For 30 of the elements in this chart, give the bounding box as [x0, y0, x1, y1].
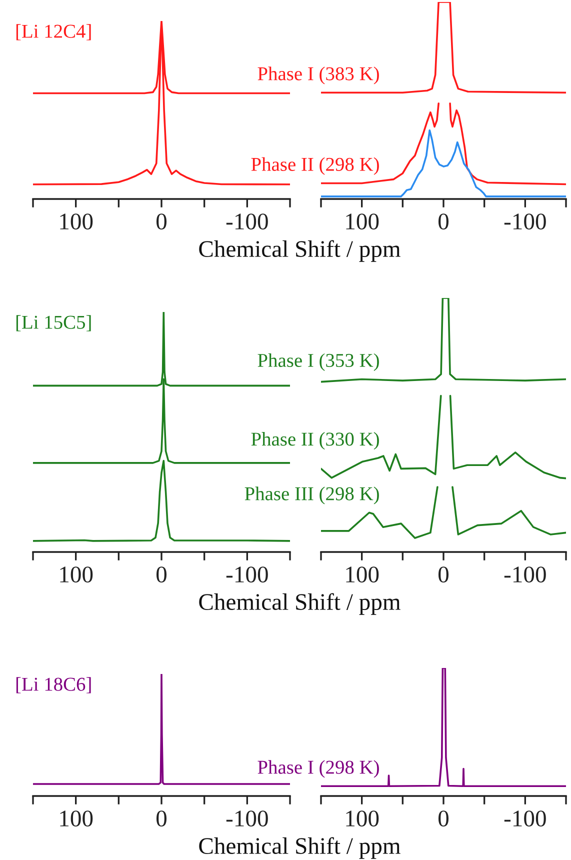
x-tick-label: -100 [504, 810, 546, 827]
series-label: Phase II (298 K) [251, 157, 379, 175]
x-tick-label: 100 [346, 566, 379, 583]
x-tick-label: -100 [504, 566, 546, 583]
x-tick-label: 0 [156, 214, 167, 230]
series-label: Phase I (353 K) [258, 353, 379, 371]
x-tick-label: 100 [60, 566, 93, 583]
x-tick-label: -100 [226, 810, 268, 827]
x-tick-label: -100 [226, 214, 268, 230]
series-label: Phase II (330 K) [251, 432, 379, 450]
x-tick-label: 0 [438, 214, 449, 230]
x-tick-label: 0 [156, 566, 167, 583]
x-tick-label: 100 [60, 810, 93, 827]
x-tick-label: 0 [438, 810, 449, 827]
chart-title: [Li 18C6] [16, 677, 91, 694]
x-tick-label: -100 [504, 214, 546, 230]
x-tick-label: 100 [346, 214, 379, 230]
x-tick-label: 0 [156, 810, 167, 827]
chart-title: [Li 12C4] [16, 24, 91, 40]
x-axis-title: Chemical Shift / ppm [199, 837, 400, 859]
x-axis-title: Chemical Shift / ppm [199, 593, 400, 615]
series-label: Phase III (298 K) [244, 486, 379, 504]
x-tick-label: -100 [226, 566, 268, 583]
x-axis-title: Chemical Shift / ppm [199, 240, 400, 262]
x-tick-label: 0 [438, 566, 449, 583]
x-tick-label: 100 [346, 810, 379, 827]
series-label: Phase I (298 K) [258, 760, 379, 778]
series-label: Phase I (383 K) [258, 66, 379, 84]
x-tick-label: 100 [60, 214, 93, 230]
chart-title: [Li 15C5] [16, 315, 91, 332]
